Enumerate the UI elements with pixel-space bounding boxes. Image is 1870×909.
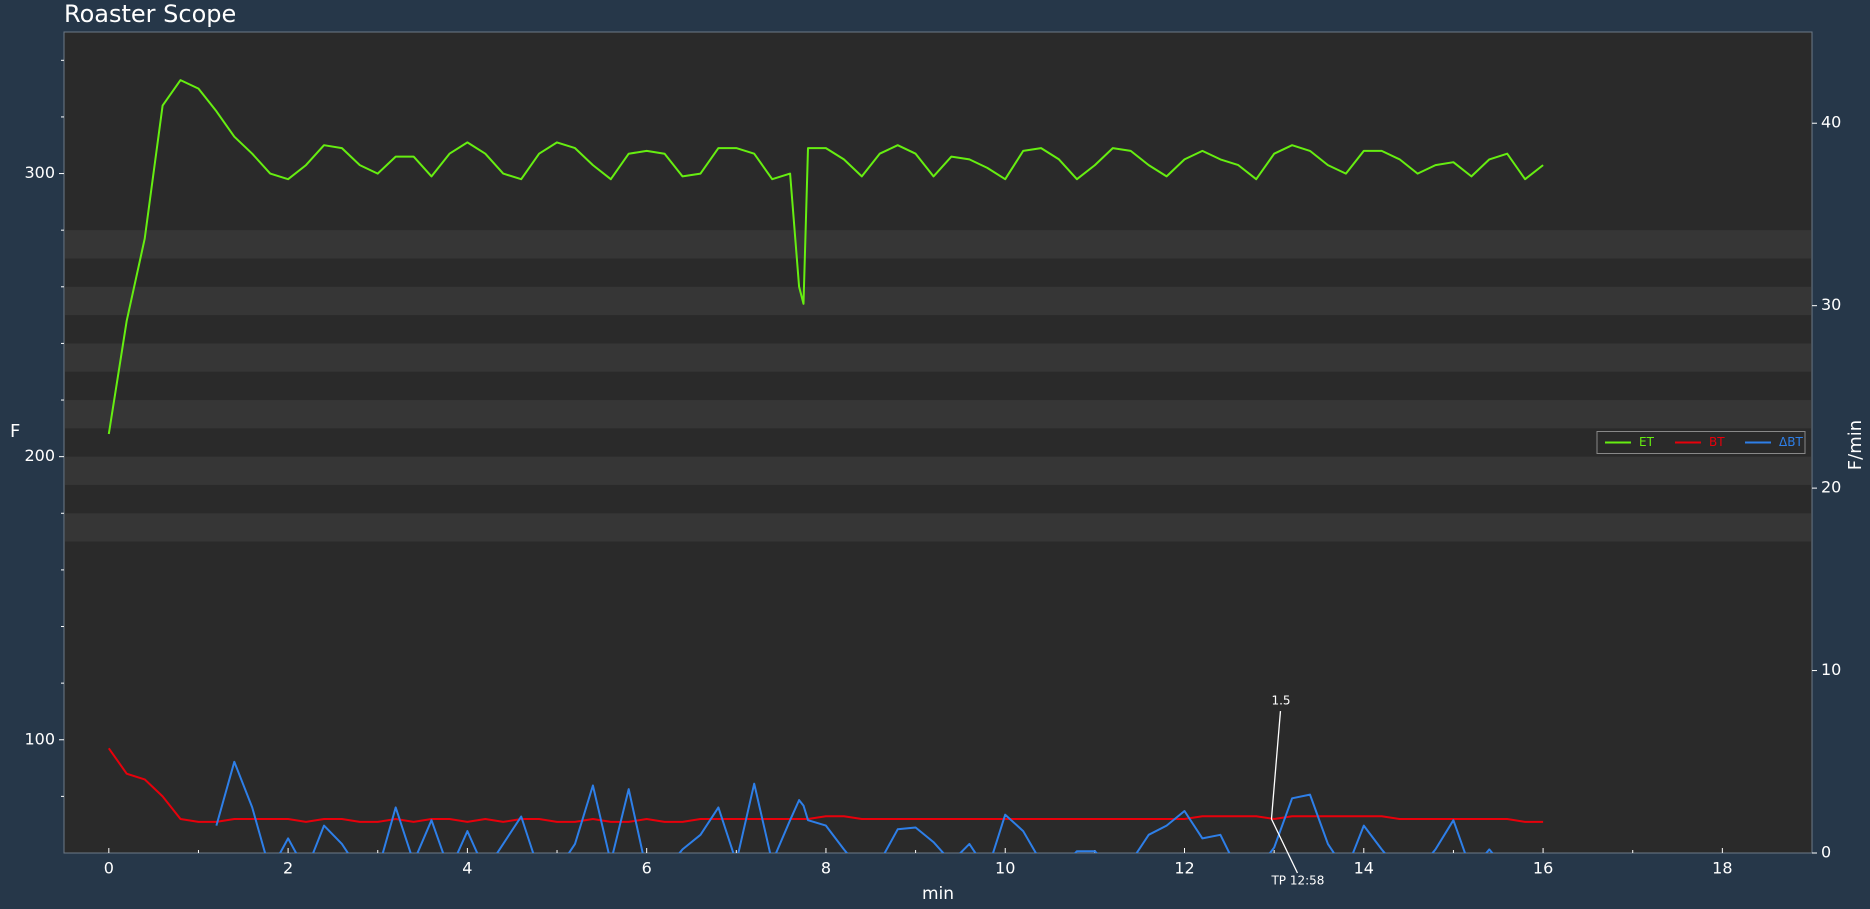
y-tick-label: 300 [24,163,55,182]
band [65,400,1811,429]
y2-tick-label: 40 [1821,113,1841,132]
x-tick-label: 14 [1354,859,1374,878]
y2-tick-label: 0 [1821,843,1831,862]
y2-axis-label: F/min [1845,420,1866,470]
annotation-text: 1.5 [1271,694,1290,708]
x-tick-label: 8 [821,859,831,878]
series-group [107,79,1544,853]
y2-tick-label: 20 [1821,478,1841,497]
y2-tick-label: 10 [1821,660,1841,679]
x-tick-label: 2 [283,859,293,878]
y-tick-label: 200 [24,446,55,465]
band [65,286,1811,316]
band [65,343,1811,372]
y-axis-label: F [10,421,20,442]
chart-title: Roaster Scope [64,0,236,28]
legend-label: ET [1639,435,1655,449]
x-axis-label: min [922,884,954,904]
annotation-arrow [1270,818,1299,874]
x-tick-label: 18 [1712,859,1732,878]
series-line [107,79,1544,435]
band [65,230,1811,259]
plot-area [63,31,1813,854]
x-tick-label: 12 [1174,859,1194,878]
y2-tick-label: 30 [1821,295,1841,314]
annotation-text: TP 12:58 [1270,874,1324,888]
band [65,456,1811,485]
legend-label: ΔBT [1779,435,1803,449]
x-tick-label: 0 [104,859,114,878]
series-line [215,760,1494,853]
annotation-arrow [1270,710,1282,820]
x-tick-label: 6 [642,859,652,878]
x-tick-label: 10 [995,859,1015,878]
y-tick-label: 100 [24,729,55,748]
x-tick-label: 4 [462,859,472,878]
x-tick-label: 16 [1533,859,1553,878]
legend-label: BT [1709,435,1725,449]
band [65,513,1811,542]
